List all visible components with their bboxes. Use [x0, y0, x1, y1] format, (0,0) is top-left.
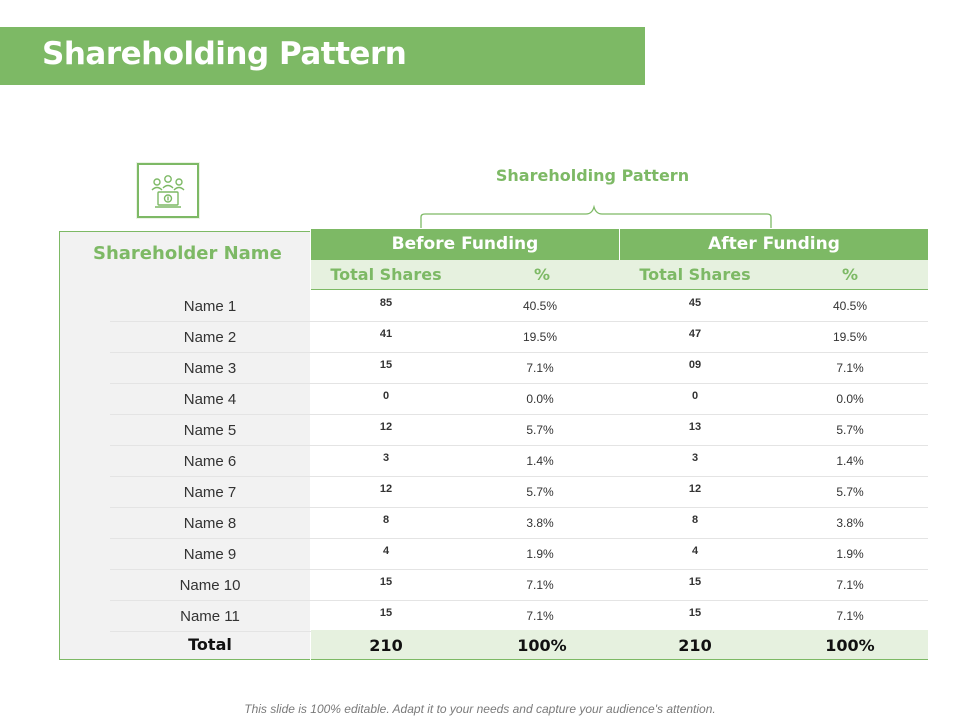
before-shares-cell: 15: [379, 576, 393, 588]
row-divider: [110, 569, 928, 570]
after-shares-cell: 15: [688, 607, 702, 619]
before-funding-header: Before Funding: [311, 229, 619, 260]
sub-header-row: [311, 260, 928, 290]
after-shares-cell: 09: [688, 359, 702, 371]
shareholder-name-cell: Name 2: [183, 329, 237, 346]
after-pct-cell: 1.9%: [836, 547, 864, 561]
before-total-shares-header: Total Shares: [330, 265, 442, 284]
shareholder-name-cell: Name 8: [183, 515, 237, 532]
before-shares-cell: 0: [382, 390, 390, 402]
after-total-shares-header: Total Shares: [639, 265, 751, 284]
before-pct-cell: 1.9%: [526, 547, 554, 561]
before-shares-cell: 85: [379, 297, 393, 309]
before-shares-cell: 12: [379, 483, 393, 495]
title-bar: [0, 27, 645, 85]
before-shares-cell: 4: [382, 545, 390, 557]
after-pct-cell: 5.7%: [836, 485, 864, 499]
shareholder-name-cell: Name 10: [179, 577, 241, 594]
group-brace: [420, 204, 772, 228]
before-pct-header: %: [533, 265, 551, 284]
row-divider: [110, 507, 928, 508]
shareholder-name-cell: Name 7: [183, 484, 237, 501]
shareholder-name-cell: Name 11: [180, 608, 240, 625]
page-title: Shareholding Pattern: [42, 36, 407, 72]
before-shares-cell: 3: [382, 452, 390, 464]
row-divider: [110, 352, 928, 353]
shareholders-icon: [151, 175, 185, 208]
row-divider: [110, 321, 928, 322]
before-pct-cell: 7.1%: [526, 609, 554, 623]
before-pct-cell: 19.5%: [522, 330, 558, 344]
after-funding-header: After Funding: [620, 229, 928, 260]
total-after-shares: 210: [678, 636, 712, 655]
group-heading: Shareholding Pattern: [495, 166, 690, 185]
after-shares-cell: 45: [688, 297, 702, 309]
before-pct-cell: 7.1%: [526, 578, 554, 592]
before-shares-cell: 8: [382, 514, 390, 526]
row-divider: [110, 600, 928, 601]
after-pct-cell: 7.1%: [836, 578, 864, 592]
after-shares-cell: 8: [691, 514, 699, 526]
after-shares-cell: 0: [691, 390, 699, 402]
after-pct-header: %: [841, 265, 859, 284]
after-pct-cell: 40.5%: [832, 299, 868, 313]
after-pct-cell: 7.1%: [836, 609, 864, 623]
total-after-pct: 100%: [825, 636, 875, 655]
after-pct-cell: 5.7%: [836, 423, 864, 437]
after-pct-cell: 7.1%: [836, 361, 864, 375]
after-pct-cell: 19.5%: [832, 330, 868, 344]
shareholder-name-header: Shareholder Name: [93, 243, 282, 264]
before-pct-cell: 3.8%: [526, 516, 554, 530]
after-shares-cell: 4: [691, 545, 699, 557]
after-pct-cell: 3.8%: [836, 516, 864, 530]
total-before-shares: 210: [369, 636, 403, 655]
after-pct-cell: 0.0%: [836, 392, 864, 406]
before-pct-cell: 5.7%: [526, 423, 554, 437]
before-pct-cell: 5.7%: [526, 485, 554, 499]
before-pct-cell: 0.0%: [526, 392, 554, 406]
row-divider: [110, 538, 928, 539]
shareholder-name-cell: Name 9: [183, 546, 237, 563]
footer-note: This slide is 100% editable. Adapt it to…: [244, 702, 716, 716]
before-shares-cell: 41: [379, 328, 393, 340]
total-label: Total: [188, 635, 232, 654]
before-pct-cell: 1.4%: [526, 454, 554, 468]
row-divider: [110, 383, 928, 384]
shareholder-name-cell: Name 4: [183, 391, 237, 408]
before-shares-cell: 12: [379, 421, 393, 433]
row-divider: [110, 445, 928, 446]
after-pct-cell: 1.4%: [836, 454, 864, 468]
after-shares-cell: 12: [688, 483, 702, 495]
before-pct-cell: 40.5%: [522, 299, 558, 313]
shareholder-name-cell: Name 6: [183, 453, 237, 470]
after-shares-cell: 15: [688, 576, 702, 588]
row-divider: [110, 476, 928, 477]
after-shares-cell: 3: [691, 452, 699, 464]
icon-frame: [137, 163, 199, 218]
total-before-pct: 100%: [517, 636, 567, 655]
before-shares-cell: 15: [379, 607, 393, 619]
shareholder-name-cell: Name 5: [183, 422, 237, 439]
shareholder-name-cell: Name 1: [183, 298, 237, 315]
row-divider: [110, 414, 928, 415]
after-shares-cell: 47: [688, 328, 702, 340]
shareholder-name-cell: Name 3: [183, 360, 237, 377]
before-pct-cell: 7.1%: [526, 361, 554, 375]
after-shares-cell: 13: [688, 421, 702, 433]
total-row: [311, 630, 928, 660]
before-shares-cell: 15: [379, 359, 393, 371]
